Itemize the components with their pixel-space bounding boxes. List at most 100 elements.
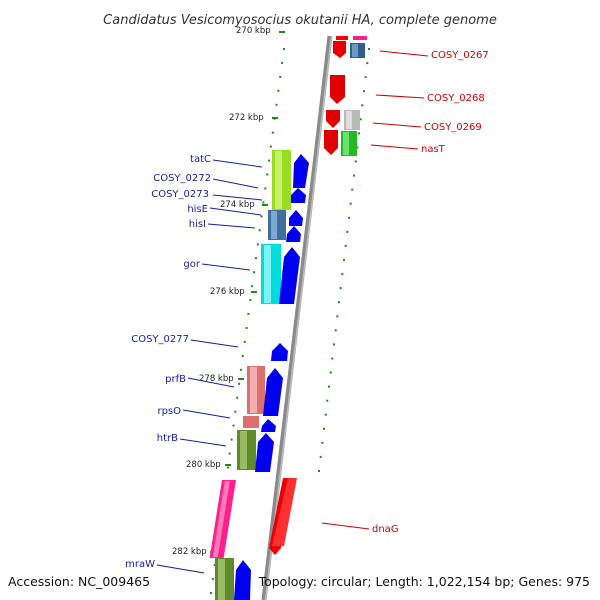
gene-arrow	[261, 419, 276, 432]
left-features	[215, 150, 309, 600]
track-dot	[339, 287, 342, 290]
gene-label-COSY_0268: COSY_0268	[427, 93, 485, 104]
track-dot	[271, 131, 274, 134]
leader-line	[372, 122, 422, 128]
track-dot	[353, 174, 355, 177]
gene-label-hisE: hisE	[187, 204, 208, 215]
gene-label-COSY_0272: COSY_0272	[153, 173, 211, 184]
track-dot	[336, 315, 339, 318]
gene-block	[353, 36, 367, 40]
track-dot	[277, 89, 280, 92]
track-dot	[239, 368, 242, 371]
track-dot	[364, 76, 367, 79]
gene-label-prfB: prfB	[165, 374, 186, 385]
gene-arrow	[234, 560, 251, 600]
track-dot	[338, 301, 340, 304]
right-gene-labels: COSY_0267 COSY_0268 COSY_0269 nasT dnaG	[321, 50, 489, 535]
gene-label-tatC: tatC	[190, 154, 211, 165]
gene-label-rpsO: rpsO	[157, 406, 181, 417]
gene-arrow	[293, 154, 309, 188]
gene-arrow-shade	[272, 478, 297, 546]
genome-summary-text: Topology: circular; Length: 1,022,154 bp…	[258, 574, 590, 589]
accession-text: Accession: NC_009465	[8, 574, 150, 589]
genome-backbone	[261, 35, 333, 600]
track-dot	[366, 62, 369, 65]
gene-block-shade	[212, 481, 230, 557]
gene-label-htrB: htrB	[157, 433, 178, 444]
tick-label: 278 kbp	[199, 374, 234, 384]
track-dot	[329, 371, 332, 374]
leader-line	[190, 339, 239, 348]
track-dot	[368, 48, 370, 50]
track-dot	[228, 452, 231, 455]
track-dot	[326, 399, 329, 402]
track-dot	[281, 61, 284, 64]
track-dot	[359, 118, 362, 121]
track-dot	[349, 202, 352, 205]
track-dot	[323, 427, 325, 430]
track-dot	[275, 103, 278, 106]
track-dot	[356, 146, 359, 149]
track-dot	[251, 285, 254, 288]
gene-block	[336, 36, 348, 40]
tick-label: 270 kbp	[236, 26, 271, 36]
gene-block-shade	[275, 151, 282, 209]
left-gene-labels: tatC COSY_0272 COSY_0273 hisE hisI gor C…	[125, 154, 263, 574]
track-dot	[331, 357, 334, 360]
leader-line	[187, 377, 235, 388]
track-dot	[211, 578, 214, 581]
track-dot	[260, 215, 263, 218]
gene-arrow	[333, 41, 346, 58]
gene-arrow	[291, 188, 306, 203]
gene-arrow	[324, 130, 338, 155]
track-dot	[344, 244, 347, 247]
leader-line	[209, 207, 262, 216]
track-dot	[258, 229, 261, 232]
gene-label-nasT: nasT	[421, 144, 446, 155]
tick-label: 276 kbp	[210, 287, 245, 297]
gene-label-COSY_0267: COSY_0267	[431, 50, 489, 61]
tick-label: 274 kbp	[220, 200, 255, 210]
track-dot	[324, 413, 327, 416]
leader-line	[375, 94, 425, 99]
tick-labels: 270 kbp 272 kbp 274 kbp 276 kbp 278 kbp …	[172, 26, 271, 557]
track-dot	[269, 145, 272, 148]
tick-label: 272 kbp	[229, 113, 264, 123]
track-dot	[262, 201, 265, 204]
gene-block-shade	[240, 431, 247, 469]
gene-label-COSY_0273: COSY_0273	[151, 189, 209, 200]
track-dot	[249, 299, 252, 302]
gene-block-shade	[352, 44, 358, 57]
leader-line	[179, 438, 227, 447]
leader-line	[321, 522, 370, 530]
track-dot	[238, 382, 241, 385]
track-dot	[268, 159, 270, 162]
track-dot	[341, 273, 344, 276]
track-dot	[266, 173, 269, 176]
track-dot	[243, 340, 246, 343]
gene-arrow	[289, 210, 303, 226]
leader-line	[201, 263, 251, 271]
track-dot	[256, 243, 259, 246]
track-dot	[363, 90, 365, 93]
track-dot	[319, 455, 322, 458]
track-dot	[346, 230, 349, 233]
map-title: Candidatus Vesicomyosocius okutanii HA, …	[103, 13, 497, 28]
track-dot	[230, 438, 233, 441]
leader-line	[379, 50, 429, 57]
gene-arrow	[271, 343, 288, 361]
gene-block-shade	[218, 559, 225, 600]
track-dot	[333, 343, 335, 346]
gene-block	[243, 416, 259, 428]
track-dot	[361, 104, 364, 107]
track-dot	[213, 564, 216, 567]
gene-block-shade	[271, 211, 277, 239]
gene-block-shade	[343, 132, 349, 155]
gene-arrow	[286, 226, 301, 242]
track-dot	[334, 329, 337, 332]
track-dot	[241, 354, 244, 357]
leader-line	[207, 223, 256, 229]
leader-line	[182, 409, 231, 419]
gene-arrow	[279, 247, 300, 304]
leader-line	[156, 564, 205, 574]
